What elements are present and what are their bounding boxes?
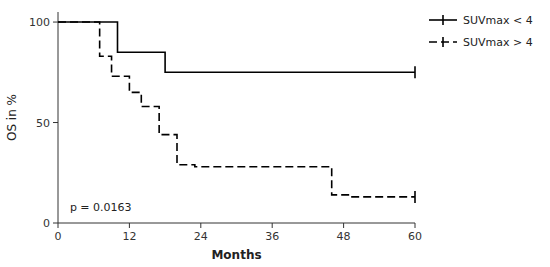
- x-tick-label: 0: [55, 230, 62, 243]
- annotation: p = 0.0163: [70, 201, 132, 214]
- x-axis-line: [58, 223, 415, 224]
- x-tick: [415, 223, 416, 228]
- y-tick-label: 50: [36, 117, 50, 130]
- chart: 0 12 24 36 48 60 0 50 100 Months OS in % p = 0.0163…: [0, 0, 550, 267]
- y-tick: [53, 22, 58, 23]
- legend-censor-swatch: [442, 37, 444, 47]
- y-tick: [53, 122, 58, 123]
- y-tick: [53, 223, 58, 224]
- y-axis-line: [58, 12, 59, 223]
- x-tick: [272, 223, 273, 228]
- y-axis-label: OS in %: [5, 94, 19, 141]
- x-tick-label: 36: [265, 230, 279, 243]
- x-tick-label: 60: [408, 230, 422, 243]
- y-tick-label: 100: [29, 16, 50, 29]
- x-tick-label: 12: [122, 230, 136, 243]
- x-axis-label: Months: [211, 248, 261, 262]
- legend-censor-swatch: [442, 15, 444, 25]
- legend-label: SUVmax > 4: [463, 36, 533, 49]
- censor-mark: [414, 66, 416, 78]
- plot-area: [58, 22, 415, 203]
- x-tick: [343, 223, 344, 228]
- censor-mark: [414, 191, 416, 203]
- x-tick: [58, 223, 59, 228]
- legend: SUVmax < 4 SUVmax > 4: [429, 14, 533, 49]
- x-tick: [129, 223, 130, 228]
- x-tick-label: 24: [194, 230, 208, 243]
- survival-line: [58, 22, 415, 197]
- legend-label: SUVmax < 4: [463, 14, 533, 27]
- x-tick: [200, 223, 201, 228]
- axes: 0 12 24 36 48 60 0 50 100: [29, 12, 422, 243]
- y-tick-label: 0: [43, 217, 50, 230]
- x-tick-label: 48: [337, 230, 351, 243]
